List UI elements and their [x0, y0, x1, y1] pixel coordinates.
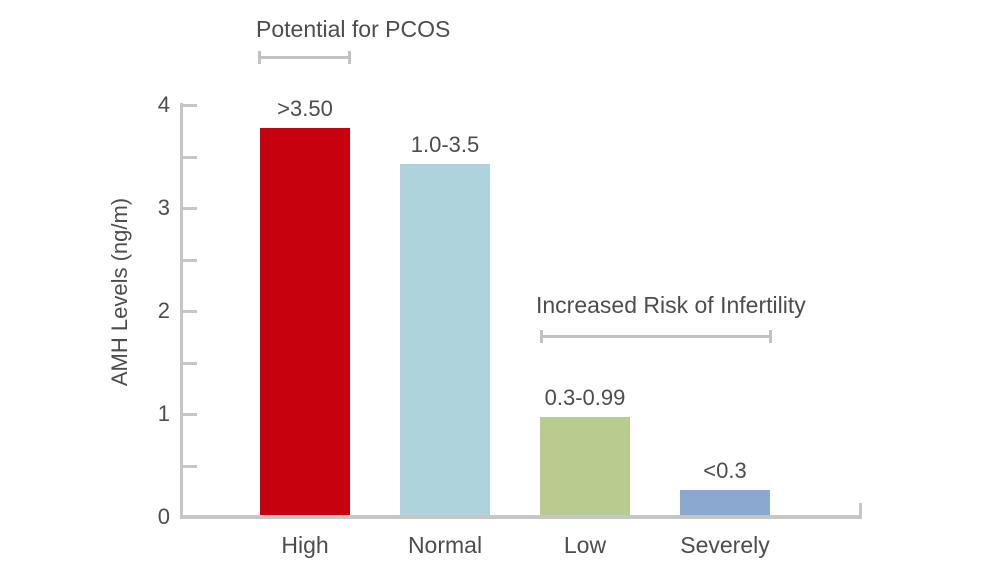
- y-tick-label-0: 0: [157, 504, 170, 529]
- bracket-rule: [258, 56, 351, 59]
- x-axis-endcap: [859, 503, 862, 517]
- x-category-label-high: High: [281, 532, 329, 558]
- annotation-infertility-label: Increased Risk of Infertility: [536, 292, 806, 318]
- y-tick-mark: [183, 362, 197, 365]
- annotation-infertility-bracket: [540, 330, 772, 343]
- bar-value-label-severely: <0.3: [703, 458, 747, 483]
- bar-high: [260, 128, 350, 517]
- bar-low: [540, 417, 630, 517]
- bar-value-label-high: >3.50: [277, 96, 333, 121]
- bar-severely: [680, 490, 770, 517]
- y-tick-mark: [183, 310, 197, 313]
- annotation-pcos-label: Potential for PCOS: [256, 16, 451, 42]
- y-tick-mark: [183, 207, 197, 210]
- annotation-pcos-bracket: [258, 51, 351, 64]
- y-tick-mark: [183, 465, 197, 468]
- y-tick-label-4: 4: [157, 92, 170, 117]
- y-tick-mark: [183, 104, 197, 107]
- y-axis-title: AMH Levels (ng/m): [107, 197, 132, 387]
- bar-value-label-normal: 1.0-3.5: [410, 132, 480, 157]
- y-tick-label-2: 2: [157, 298, 170, 323]
- y-axis-line: [180, 103, 183, 517]
- bar-value-label-low: 0.3-0.99: [544, 385, 626, 410]
- x-category-label-severely: Severely: [680, 532, 770, 558]
- bar-normal: [400, 164, 490, 517]
- bracket-rule: [540, 335, 772, 338]
- x-axis-line: [180, 515, 862, 519]
- bracket-right-cap: [769, 330, 772, 343]
- x-category-label-low: Low: [563, 532, 607, 558]
- y-tick-label-3: 3: [157, 195, 170, 220]
- y-tick-mark: [183, 259, 197, 262]
- y-tick-label-1: 1: [157, 401, 170, 426]
- y-tick-mark: [183, 413, 197, 416]
- y-tick-mark: [183, 156, 197, 159]
- bracket-right-cap: [348, 51, 351, 64]
- x-category-label-normal: Normal: [407, 532, 483, 558]
